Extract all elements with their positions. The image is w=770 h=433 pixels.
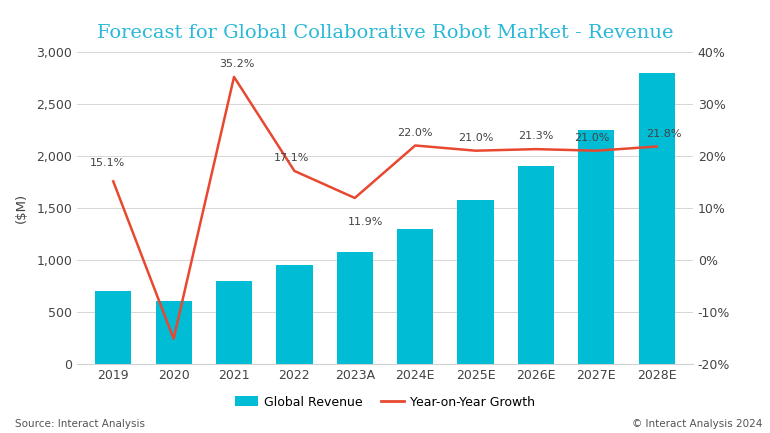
Text: © Interact Analysis 2024: © Interact Analysis 2024 <box>632 419 762 429</box>
Bar <box>457 200 494 364</box>
Bar <box>95 291 132 364</box>
Bar <box>638 73 675 364</box>
Text: 22.0%: 22.0% <box>397 128 433 138</box>
Text: Source: Interact Analysis: Source: Interact Analysis <box>15 419 146 429</box>
Text: 15.1%: 15.1% <box>90 158 126 168</box>
Title: Forecast for Global Collaborative Robot Market - Revenue: Forecast for Global Collaborative Robot … <box>97 24 673 42</box>
Text: 35.2%: 35.2% <box>219 59 255 69</box>
Legend: Global Revenue, Year-on-Year Growth: Global Revenue, Year-on-Year Growth <box>230 391 540 414</box>
Text: -15.2%: -15.2% <box>0 432 1 433</box>
Y-axis label: ($M): ($M) <box>15 193 28 223</box>
Text: 21.0%: 21.0% <box>458 133 494 143</box>
Bar <box>276 265 313 364</box>
Bar <box>397 229 434 364</box>
Bar <box>518 166 554 364</box>
Text: 11.9%: 11.9% <box>347 216 383 226</box>
Text: 21.3%: 21.3% <box>518 131 554 141</box>
Bar <box>216 281 252 364</box>
Text: 21.8%: 21.8% <box>646 129 681 139</box>
Text: 17.1%: 17.1% <box>273 153 309 163</box>
Bar <box>156 301 192 364</box>
Bar <box>578 130 614 364</box>
Text: 21.0%: 21.0% <box>574 133 609 143</box>
Bar <box>336 252 373 364</box>
